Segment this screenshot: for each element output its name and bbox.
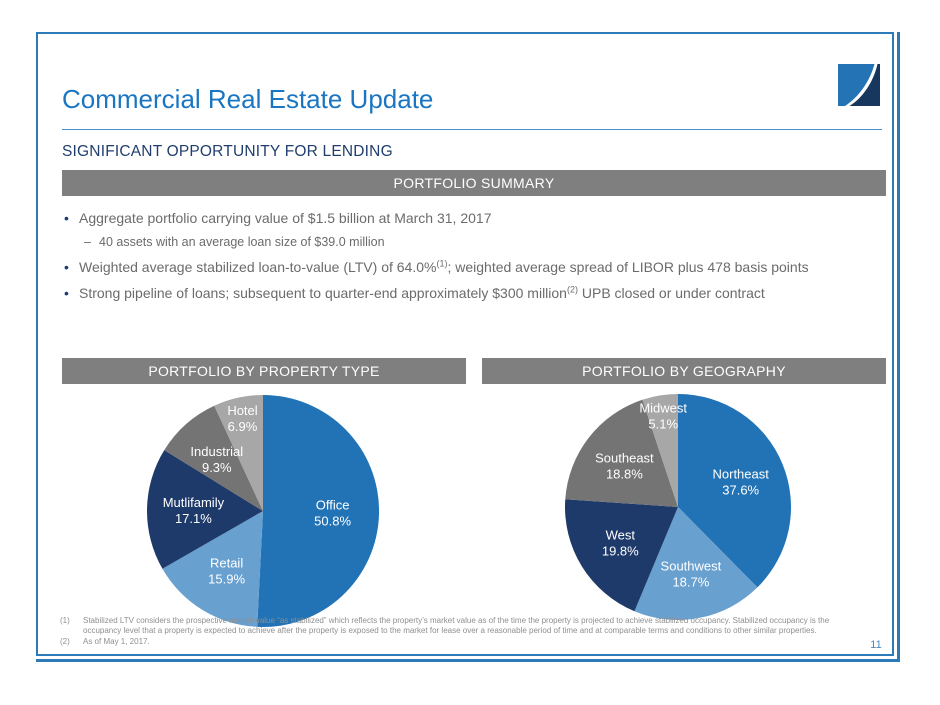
footnote-text: Stabilized LTV considers the prospective… bbox=[83, 616, 830, 636]
pie-slice-label-southwest: Southwest 18.7% bbox=[661, 559, 722, 590]
pie-chart-geography: Northeast 37.6% Southwest 18.7% West 19.8% Sou… bbox=[565, 394, 791, 620]
footnotes: (1) Stabilized LTV considers the prospect… bbox=[60, 616, 860, 647]
footnote: (2) As of May 1, 2017. bbox=[60, 637, 860, 647]
pie-slice-label-hotel: Hotel 6.9% bbox=[227, 403, 257, 434]
pie-slice-label-northeast: Northeast 37.6% bbox=[713, 466, 770, 497]
slide-border-outer bbox=[36, 32, 900, 662]
pie-slice-label-west: West 19.8% bbox=[602, 528, 639, 559]
bullet-item: Aggregate portfolio carrying value of $1… bbox=[62, 209, 862, 228]
pie-slice-label-southeast: Southeast 18.8% bbox=[595, 450, 654, 481]
title-divider bbox=[62, 129, 882, 130]
pie-slice-southeast bbox=[565, 399, 678, 507]
company-logo-icon bbox=[838, 64, 880, 106]
slide-border-inner bbox=[36, 32, 894, 656]
portfolio-summary-header: PORTFOLIO SUMMARY bbox=[62, 170, 886, 196]
page-subtitle: SIGNIFICANT OPPORTUNITY FOR LENDING bbox=[62, 143, 393, 160]
chart-header-geography: PORTFOLIO BY GEOGRAPHY bbox=[482, 358, 886, 384]
pie-slice-northeast bbox=[678, 394, 791, 588]
pie-slice-west bbox=[565, 499, 678, 612]
pie-slice-southwest bbox=[634, 507, 758, 620]
pie-slice-label-midwest: Midwest 5.1% bbox=[639, 401, 687, 432]
footnote-number: (2) bbox=[60, 636, 70, 646]
chart-header-property-type: PORTFOLIO BY PROPERTY TYPE bbox=[62, 358, 466, 384]
pie-slice-midwest bbox=[642, 394, 678, 507]
page-number: 11 bbox=[870, 639, 882, 651]
footnote-text: As of May 1, 2017. bbox=[83, 636, 150, 646]
footnote: (1) Stabilized LTV considers the prospect… bbox=[60, 616, 860, 637]
pie-slice-label-mutlifamily: Mutlifamily 17.1% bbox=[163, 495, 225, 526]
pie-slice-office bbox=[257, 394, 380, 627]
summary-bullets: Aggregate portfolio carrying value of $1… bbox=[62, 202, 862, 303]
footnote-number: (1) bbox=[60, 616, 70, 625]
pie-chart-property-type: Office 50.8% Retail 15.9% Mutlifamily 17.1% In… bbox=[146, 394, 380, 627]
pie-slice-hotel bbox=[214, 395, 263, 511]
sub-bullet-item: 40 assets with an average loan size of $… bbox=[62, 234, 862, 251]
pie-slice-industrial bbox=[164, 405, 263, 511]
bullet-item: Weighted average stabilized loan-to-valu… bbox=[62, 258, 862, 277]
page-title: Commercial Real Estate Update bbox=[62, 84, 434, 114]
bullet-item: Strong pipeline of loans; subsequent to … bbox=[62, 284, 862, 303]
pie-slice-retail bbox=[162, 511, 263, 627]
pie-slice-label-office: Office 50.8% bbox=[314, 498, 351, 529]
pie-slice-mutlifamily bbox=[146, 450, 263, 569]
pie-slice-label-retail: Retail 15.9% bbox=[208, 555, 245, 586]
pie-slice-label-industrial: Industrial 9.3% bbox=[190, 444, 243, 475]
